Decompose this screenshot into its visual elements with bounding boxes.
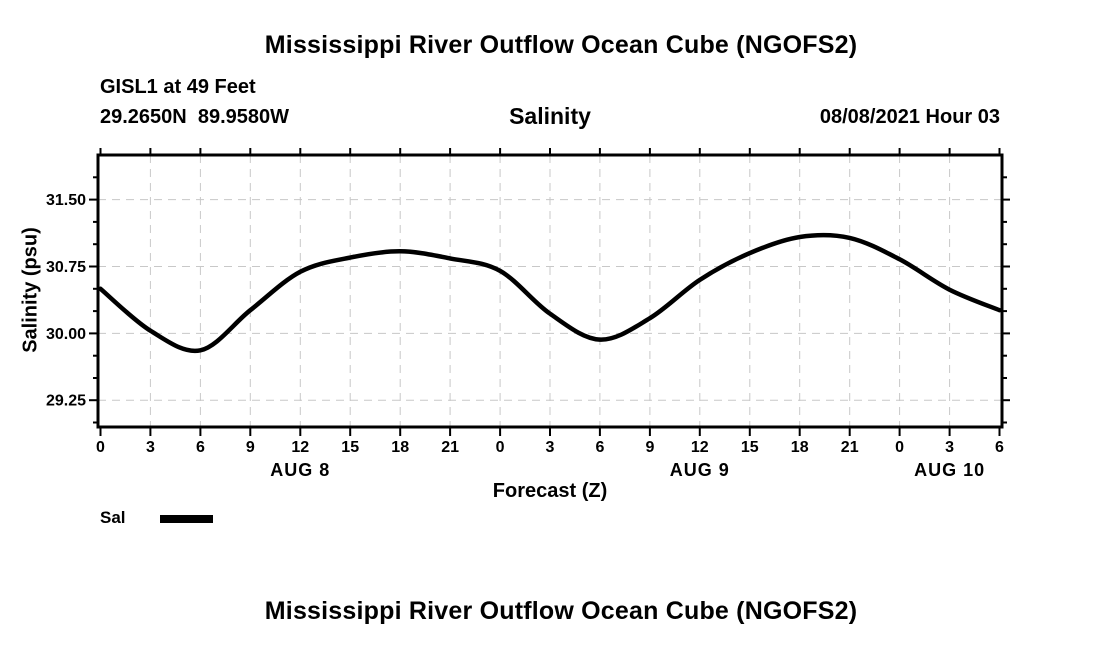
svg-text:AUG 8: AUG 8 bbox=[270, 460, 330, 480]
svg-text:29.25: 29.25 bbox=[46, 393, 86, 410]
svg-text:21: 21 bbox=[841, 439, 859, 456]
svg-text:3: 3 bbox=[945, 439, 954, 456]
svg-text:0: 0 bbox=[895, 439, 904, 456]
svg-text:6: 6 bbox=[995, 439, 1004, 456]
forecast-datetime: 08/08/2021 Hour 03 bbox=[819, 106, 1000, 128]
svg-text:0: 0 bbox=[496, 439, 505, 456]
svg-text:6: 6 bbox=[196, 439, 205, 456]
svg-text:0: 0 bbox=[96, 439, 105, 456]
station-name: GISL1 at 49 Feet bbox=[100, 76, 256, 98]
chart-title: Salinity bbox=[509, 103, 591, 129]
svg-text:15: 15 bbox=[741, 439, 759, 456]
svg-text:12: 12 bbox=[291, 439, 309, 456]
svg-text:AUG 9: AUG 9 bbox=[670, 460, 730, 480]
page-footer-title: Mississippi River Outflow Ocean Cube (NG… bbox=[264, 597, 858, 625]
svg-text:3: 3 bbox=[146, 439, 155, 456]
svg-text:18: 18 bbox=[391, 439, 409, 456]
legend-series-label: Sal bbox=[100, 508, 126, 527]
station-coordinates: 29.2650N 89.9580W bbox=[100, 106, 290, 128]
svg-text:30.00: 30.00 bbox=[46, 326, 86, 343]
svg-text:6: 6 bbox=[595, 439, 604, 456]
page-title: Mississippi River Outflow Ocean Cube (NG… bbox=[264, 31, 858, 59]
svg-text:3: 3 bbox=[546, 439, 555, 456]
y-axis-label: Salinity (psu) bbox=[19, 227, 42, 353]
svg-text:30.75: 30.75 bbox=[46, 259, 86, 276]
svg-text:9: 9 bbox=[246, 439, 255, 456]
svg-text:21: 21 bbox=[441, 439, 459, 456]
svg-text:12: 12 bbox=[691, 439, 709, 456]
svg-text:AUG 10: AUG 10 bbox=[914, 460, 985, 480]
svg-text:18: 18 bbox=[791, 439, 809, 456]
svg-text:9: 9 bbox=[645, 439, 654, 456]
x-axis-label: Forecast (Z) bbox=[492, 480, 608, 502]
svg-text:31.50: 31.50 bbox=[46, 192, 86, 209]
svg-text:15: 15 bbox=[341, 439, 359, 456]
